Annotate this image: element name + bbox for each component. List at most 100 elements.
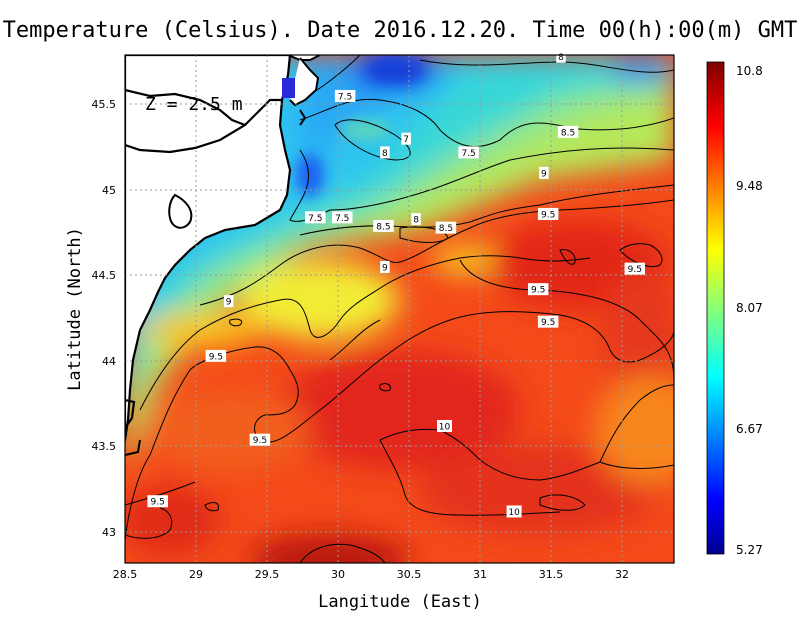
contour-label: 7.5 [305,211,326,224]
colorbar-tick-label: 8.07 [736,301,763,315]
contour-labels: 8 7.5 8.5 7 8 7.5 9 7.5 7.5 8.5 8 8.5 9.5 9 9.5 9.5 9 9.5… [147,50,646,518]
contour-label-box [537,315,559,328]
y-tick-label: 44 [102,355,116,368]
y-tick-label: 43 [102,526,116,539]
contour-label-box [539,166,549,179]
contour-label-text: 9.5 [253,436,267,446]
colorbar-tick-label: 6.67 [736,422,763,436]
contour-label-box [373,219,394,232]
contour-label-text: 9.5 [531,286,545,296]
contour-label-text: 8.5 [376,222,390,232]
contour-label-text: 7 [403,135,409,145]
contour-label-text: 9.5 [628,265,642,275]
colorbar-tick-label: 10.8 [736,64,763,78]
contour-label: 8.5 [373,219,394,232]
contour-label: 9.5 [249,433,271,446]
contour-label-box [334,89,356,102]
contour-label-box [411,213,421,226]
contour-label-text: 8.5 [439,224,453,234]
x-tick-label: 31 [473,568,487,581]
colorbar-tick-label: 9.48 [736,179,763,193]
contour-label: 9.5 [537,207,559,220]
y-tick-label: 44.5 [92,269,117,282]
x-tick-label: 32 [615,568,629,581]
contour-label-text: 8.5 [561,128,575,138]
y-tick-label: 43.5 [92,440,117,453]
y-tick-label: 45 [102,184,116,197]
contour-label-box [537,207,559,220]
contour-label-text: 8 [413,216,419,226]
contour-label-box [205,349,227,362]
contour-label-text: 8 [558,53,564,63]
contour-label: 8.5 [435,221,457,234]
contour-label-box [223,295,234,308]
contour-label-text: 9.5 [150,498,164,508]
contour-label-box [147,495,168,508]
x-axis-label: Langitude (East) [318,592,482,612]
y-axis-label: Latitude (North) [65,227,85,391]
contour-label-box [435,221,457,234]
contour-label-box [527,283,549,296]
temperature-field [125,55,674,563]
colorbar-tick-label: 5.27 [736,543,763,557]
contour-label-text: 9.5 [541,318,555,328]
contour-label-text: 7.5 [461,149,475,159]
contour-label-text: 9 [382,263,388,273]
contour-label: 9 [380,260,390,273]
contour-label-text: 10 [508,508,520,518]
contour-label: 7.5 [334,89,356,102]
x-axis: 28.5 29 29.5 30 30.5 31 31.5 32 [113,568,629,581]
contour-label-box [557,125,579,138]
x-tick-label: 30.5 [397,568,422,581]
contour-label: 9.5 [205,349,227,362]
contour-label: 8 [411,213,421,226]
contour-label-box [437,419,452,432]
contour-label: 9.5 [527,283,549,296]
depth-label: Z = 2.5 m [145,94,243,115]
contour-label-text: 9 [541,169,547,179]
x-tick-label: 30 [331,568,345,581]
contour-label: 9.5 [537,315,559,328]
contour-label: 9 [223,295,234,308]
contour-label-text: 10 [439,422,451,432]
contour-label-box [380,146,390,159]
contour-label-text: 9.5 [209,352,223,362]
contour-label: 10 [437,419,452,432]
contour-label-box [556,50,566,63]
x-tick-label: 29 [189,568,203,581]
y-tick-label: 45.5 [92,98,117,111]
contour-label: 7.5 [332,211,353,224]
contour-label-box [305,211,326,224]
contour-label: 9.5 [147,495,168,508]
contour-label-text: 9 [226,298,232,308]
contour-label-box [401,132,411,145]
contour-label-text: 7.5 [335,214,349,224]
contour-label: 9 [539,166,549,179]
contour-label: 8 [556,50,566,63]
contour-label: 7 [401,132,411,145]
contour-label-text: 7.5 [308,214,322,224]
contour-label-text: 8 [382,149,388,159]
x-tick-label: 29.5 [255,568,280,581]
contour-label-text: 9.5 [541,210,555,220]
contour-label: 10 [506,505,522,518]
contour-label: 8.5 [557,125,579,138]
contour-label-box [458,146,479,159]
contour-label: 7.5 [458,146,479,159]
contour-label-box [506,505,522,518]
contour-label-box [332,211,353,224]
contour-label: 9.5 [624,262,646,275]
colorbar: 10.8 9.48 8.07 6.67 5.27 [706,61,763,557]
x-tick-label: 28.5 [113,568,138,581]
plot-frame [124,54,675,564]
colorbar-scale [706,61,725,555]
contour-label-text: 7.5 [338,92,352,102]
contour-label-box [249,433,271,446]
coastline [125,55,321,456]
contour-label-box [380,260,390,273]
x-tick-label: 31.5 [539,568,564,581]
map-title: Temperature (Celsius). Date 2016.12.20. … [2,18,798,43]
y-axis: 43 43.5 44 44.5 45 45.5 [92,98,117,539]
contour-label-box [624,262,646,275]
